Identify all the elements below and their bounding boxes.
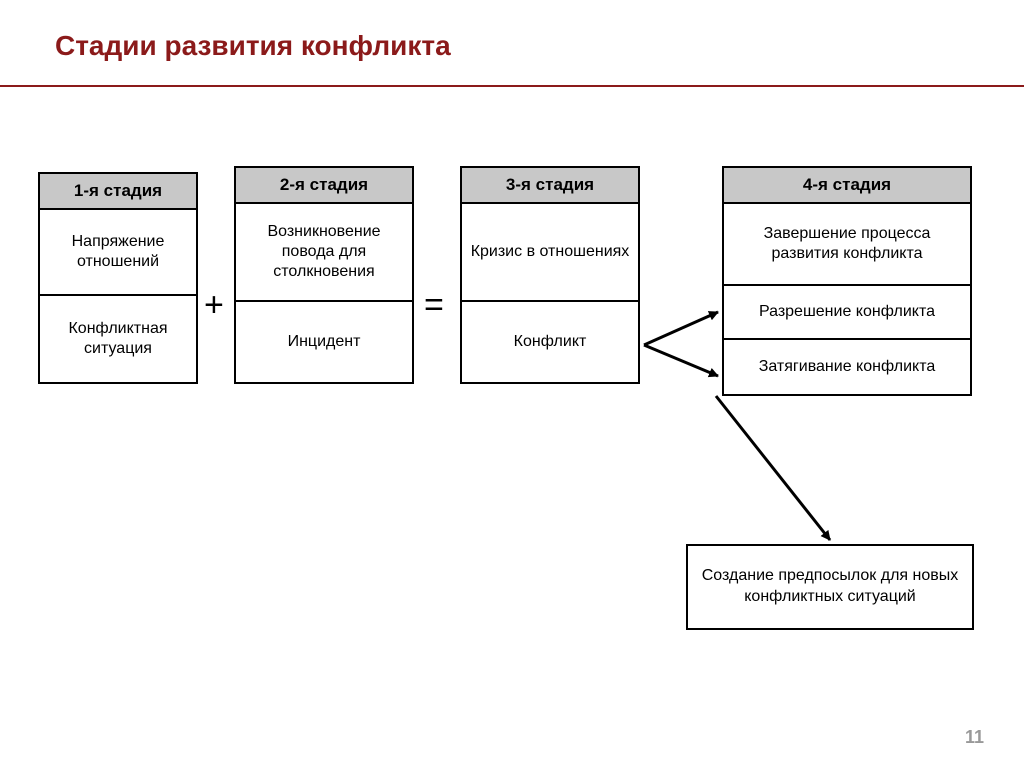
stage-4-cell-2: Затягивание конфликта xyxy=(724,340,970,394)
stage-1-box: 1-я стадия Напряжение отношений Конфликт… xyxy=(38,172,198,384)
stage-2-box: 2-я стадия Возникновение повода для стол… xyxy=(234,166,414,384)
slide-title: Стадии развития конфликта xyxy=(55,30,451,62)
fork-arrow-up xyxy=(644,312,718,345)
stage-2-cell-1: Инцидент xyxy=(236,302,412,382)
stage-4-box: 4-я стадия Завершение процесса развития … xyxy=(722,166,972,396)
outcome-box: Создание предпосылок для новых конфликтн… xyxy=(686,544,974,630)
stage-4-header: 4-я стадия xyxy=(724,168,970,204)
stage-2-header: 2-я стадия xyxy=(236,168,412,204)
stage-3-header: 3-я стадия xyxy=(462,168,638,204)
stage-4-cell-1: Разрешение конфликта xyxy=(724,286,970,340)
stage-3-cell-1: Конфликт xyxy=(462,302,638,382)
long-arrow xyxy=(716,396,830,540)
stage-1-header: 1-я стадия xyxy=(40,174,196,210)
stage-3-box: 3-я стадия Кризис в отношениях Конфликт xyxy=(460,166,640,384)
stage-3-cell-0: Кризис в отношениях xyxy=(462,204,638,302)
stage-2-cell-0: Возникновение повода для столкновения xyxy=(236,204,412,302)
fork-arrow-down xyxy=(644,345,718,376)
stage-1-cell-1: Конфликтная ситуация xyxy=(40,296,196,382)
page-number: 11 xyxy=(965,727,984,748)
equals-operator: = xyxy=(424,286,444,325)
plus-operator: + xyxy=(204,286,224,325)
title-underline xyxy=(0,85,1024,87)
stage-1-cell-0: Напряжение отношений xyxy=(40,210,196,296)
stage-4-cell-0: Завершение процесса развития конфликта xyxy=(724,204,970,286)
